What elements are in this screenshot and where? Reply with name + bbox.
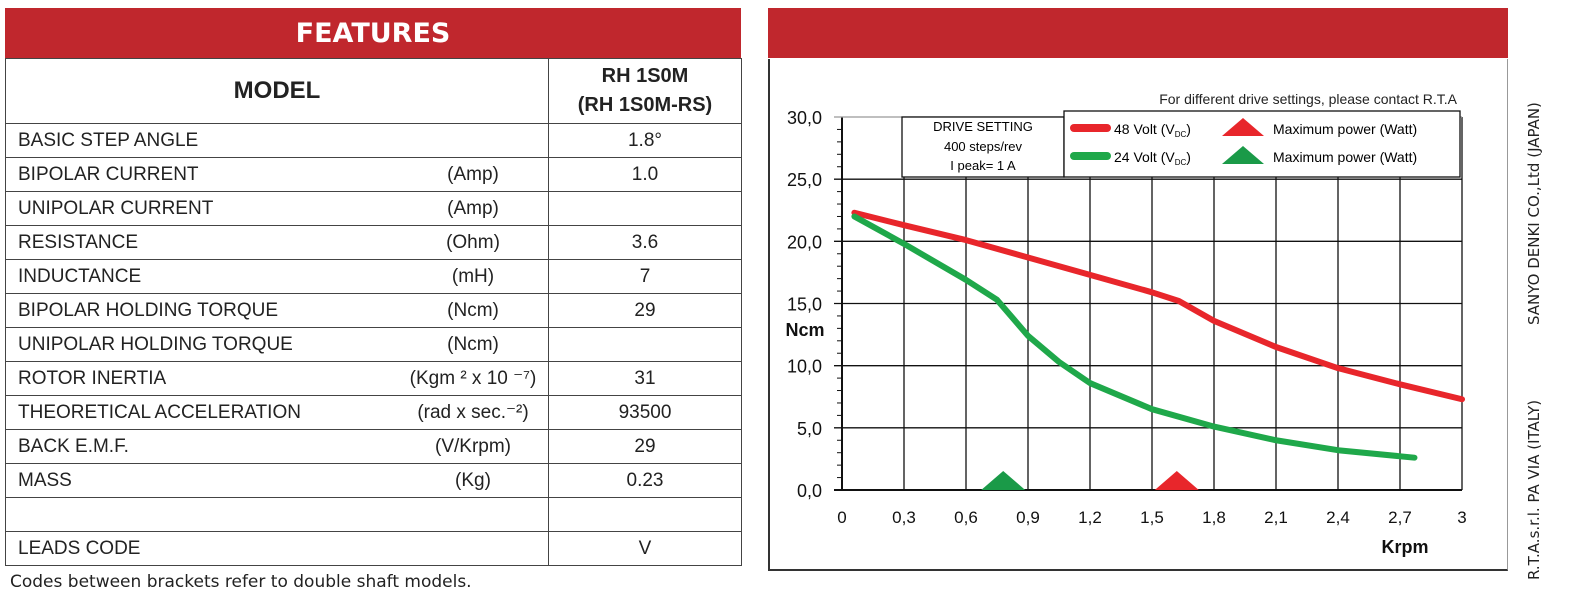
spec-name [5,497,398,532]
table-row: BIPOLAR HOLDING TORQUE (Ncm) 29 [5,293,742,328]
spec-name: UNIPOLAR HOLDING TORQUE [5,327,398,362]
table-row: LEADS CODE V [5,531,742,566]
spec-name: BIPOLAR HOLDING TORQUE [5,293,398,328]
spec-name: UNIPOLAR CURRENT [5,191,398,226]
spec-unit: (Ncm) [398,327,549,362]
spec-unit: (Kg) [398,463,549,498]
model-label: MODEL [5,58,549,124]
table-row: BIPOLAR CURRENT (Amp) 1.0 [5,157,742,192]
table-row: MASS (Kg) 0.23 [5,463,742,498]
table-row: INDUCTANCE (mH) 7 [5,259,742,294]
spec-value [548,191,742,226]
spec-value [548,327,742,362]
spec-name: BACK E.M.F. [5,429,398,464]
table-row [5,497,742,532]
spec-name: LEADS CODE [5,531,398,566]
chart-header-bar [768,8,1508,58]
spec-value: 7 [548,259,742,294]
table-row: ROTOR INERTIA (Kgm ² x 10 ⁻⁷) 31 [5,361,742,396]
spec-value: 93500 [548,395,742,430]
spec-unit: (Kgm ² x 10 ⁻⁷) [398,361,549,396]
spec-value: 29 [548,429,742,464]
spec-unit: (Ncm) [398,293,549,328]
spec-value: 0.23 [548,463,742,498]
features-header: FEATURES [5,8,741,58]
spec-unit [398,531,549,566]
model-row: MODEL RH 1S0M (RH 1S0M-RS) [5,58,742,124]
spec-unit: (Ohm) [398,225,549,260]
model-name-alt: (RH 1S0M-RS) [577,94,713,116]
table-row: BASIC STEP ANGLE 1.8° [5,123,742,158]
spec-name: BIPOLAR CURRENT [5,157,398,192]
spec-value: 3.6 [548,225,742,260]
spec-name: THEORETICAL ACCELERATION [5,395,398,430]
manufacturer-italy: R.T.A.s.r.l. PA VIA (ITALY) [1525,399,1543,580]
table-row: UNIPOLAR CURRENT (Amp) [5,191,742,226]
spec-name: RESISTANCE [5,225,398,260]
spec-value [548,497,742,532]
spec-value: 31 [548,361,742,396]
spec-name: BASIC STEP ANGLE [5,123,398,158]
spec-name: INDUCTANCE [5,259,398,294]
table-row: THEORETICAL ACCELERATION (rad x sec.⁻²) 93… [5,395,742,430]
manufacturer-text: SANYO DENKI CO.,Ltd (JAPAN) R.T.A.s.r.l.… [1525,80,1565,580]
spec-unit [398,497,549,532]
table-row: RESISTANCE (Ohm) 3.6 [5,225,742,260]
spec-unit: (rad x sec.⁻²) [398,395,549,430]
spec-unit: (Amp) [398,191,549,226]
spec-unit: (mH) [398,259,549,294]
spec-unit: (V/Krpm) [398,429,549,464]
spec-value: V [548,531,742,566]
torque-chart-panel [768,59,1508,571]
spec-unit [398,123,549,158]
spec-unit: (Amp) [398,157,549,192]
spec-value: 1.0 [548,157,742,192]
spec-name: MASS [5,463,398,498]
table-row: BACK E.M.F. (V/Krpm) 29 [5,429,742,464]
model-name: RH 1S0M [601,65,689,87]
spec-value: 1.8° [548,123,742,158]
spec-name: ROTOR INERTIA [5,361,398,396]
table-row: UNIPOLAR HOLDING TORQUE (Ncm) [5,327,742,362]
model-value: RH 1S0M (RH 1S0M-RS) [548,58,742,124]
footnote: Codes between brackets refer to double s… [10,572,472,592]
manufacturer-japan: SANYO DENKI CO.,Ltd (JAPAN) [1525,102,1543,325]
spec-value: 29 [548,293,742,328]
features-table: MODEL RH 1S0M (RH 1S0M-RS) BASIC STEP ANG… [5,58,742,566]
